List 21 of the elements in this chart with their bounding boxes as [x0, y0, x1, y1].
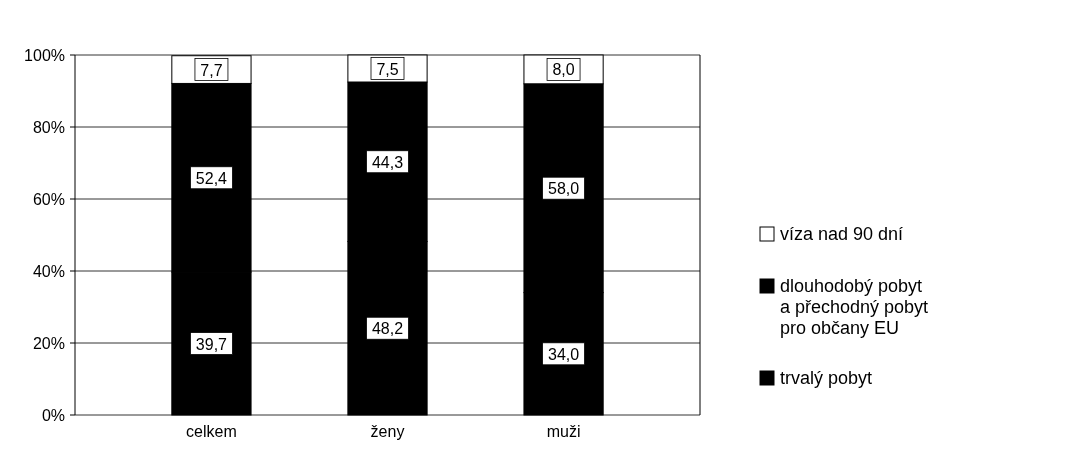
data-label: 48,2 — [371, 320, 404, 338]
legend-label: trvalý pobyt — [780, 368, 873, 388]
legend-label: dlouhodobý pobyt a přechodný pobyt pro občany EU — [780, 276, 929, 338]
x-tick-label: celkem — [186, 423, 237, 440]
x-tick-label: muži — [546, 423, 581, 440]
data-label: 39,7 — [195, 335, 228, 353]
y-tick-label: 20% — [32, 335, 65, 352]
data-label: 7,7 — [200, 61, 223, 79]
y-tick-label: 100% — [24, 47, 65, 64]
y-tick-label: 40% — [32, 263, 65, 280]
data-label: 34,0 — [547, 345, 580, 363]
y-tick-label: 0% — [41, 407, 65, 424]
legend-label: víza nad 90 dní — [780, 224, 904, 244]
data-label: 52,4 — [195, 169, 228, 187]
y-tick-label: 80% — [32, 119, 65, 136]
y-tick-label: 60% — [32, 191, 65, 208]
x-tick-label: ženy — [370, 423, 405, 440]
data-label: 8,0 — [552, 61, 575, 79]
data-label: 58,0 — [547, 180, 580, 198]
data-label: 7,5 — [376, 60, 399, 78]
data-label: 44,3 — [371, 153, 404, 171]
